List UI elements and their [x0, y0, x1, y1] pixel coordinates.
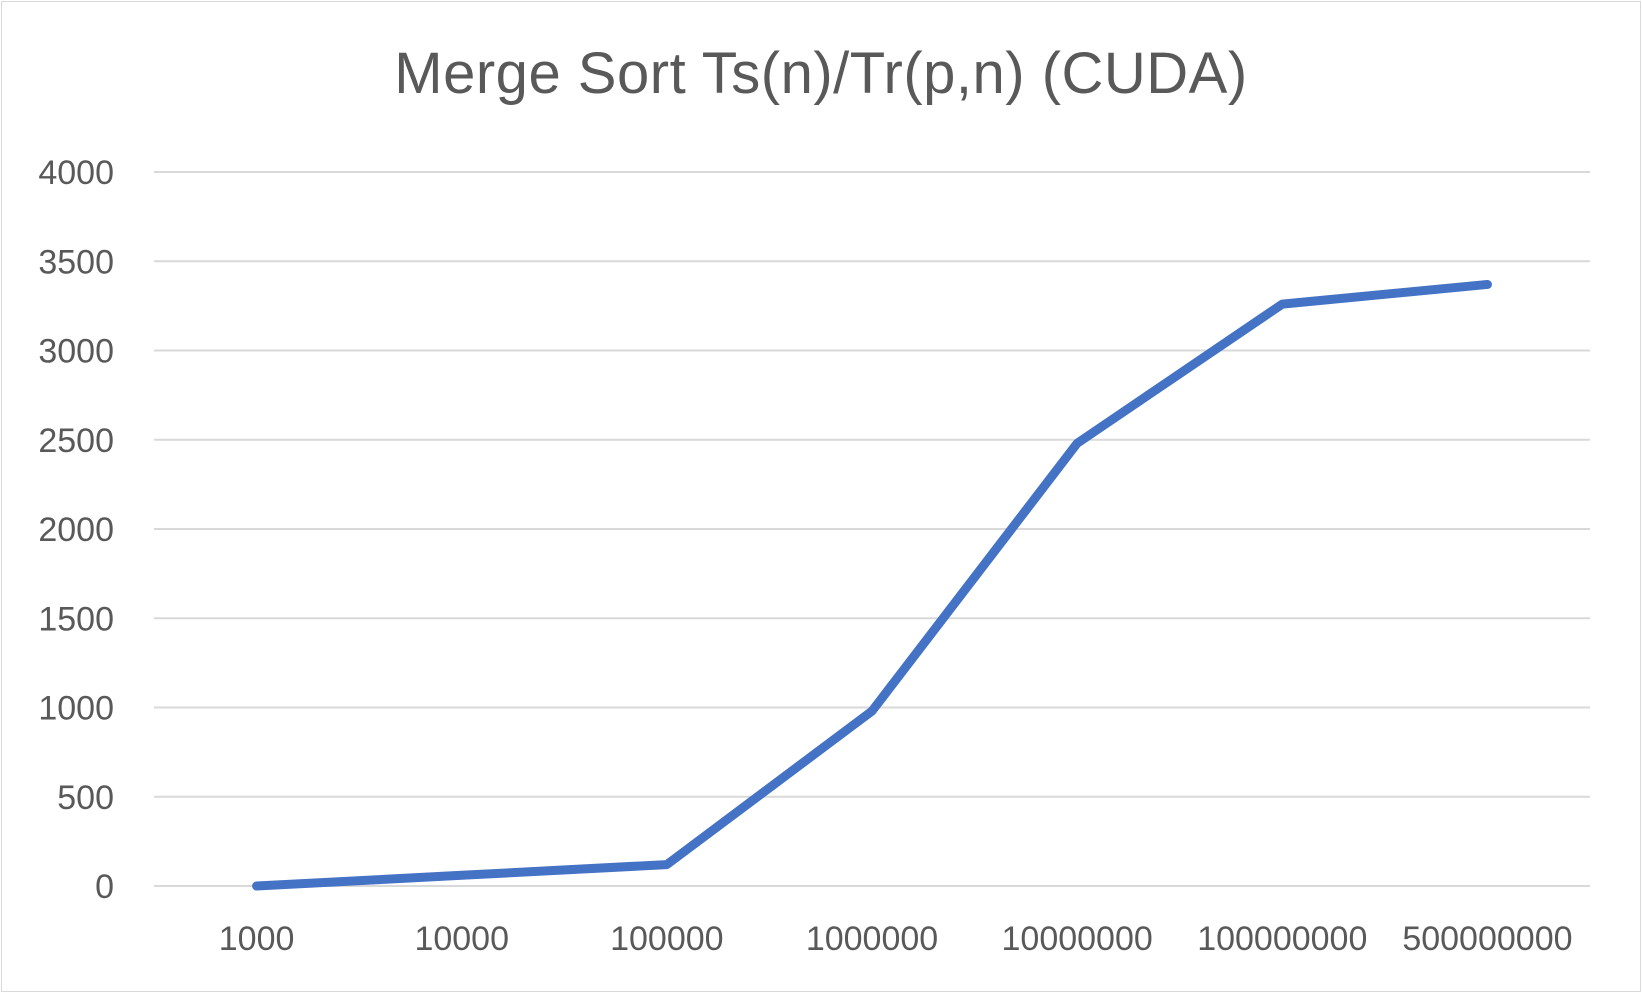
x-tick-label: 10000000: [1002, 920, 1153, 958]
y-tick-label: 3500: [38, 243, 114, 281]
y-tick-label: 4000: [38, 154, 114, 192]
y-tick-label: 2000: [38, 511, 114, 549]
x-tick-label: 1000000: [806, 920, 938, 958]
x-tick-label: 10000: [414, 920, 509, 958]
gridlines: [154, 172, 1590, 886]
x-tick-label: 1000: [219, 920, 295, 958]
y-tick-label: 1500: [38, 600, 114, 638]
x-tick-label: 100000: [610, 920, 723, 958]
x-tick-label: 100000000: [1197, 920, 1367, 958]
y-tick-label: 0: [95, 868, 114, 906]
y-tick-labels: 0 500 1000 1500 2000 2500 3000 3500 4000: [38, 154, 114, 906]
x-tick-label: 500000000: [1402, 920, 1572, 958]
y-tick-label: 3000: [38, 333, 114, 371]
x-tick-labels: 1000 10000 100000 1000000 10000000 100000000 5…: [219, 920, 1573, 958]
y-tick-label: 500: [57, 779, 114, 817]
y-tick-label: 2500: [38, 422, 114, 460]
y-tick-label: 1000: [38, 690, 114, 728]
